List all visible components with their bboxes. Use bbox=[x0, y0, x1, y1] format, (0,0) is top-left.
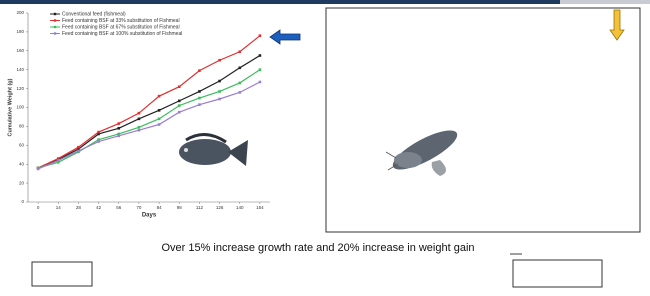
data-point bbox=[259, 34, 262, 37]
data-point bbox=[57, 159, 60, 162]
data-point bbox=[77, 150, 80, 153]
page: {"chart_data": {"type": "line", "x_label… bbox=[0, 0, 650, 296]
data-point bbox=[138, 118, 141, 121]
x-tick-label: 70 bbox=[136, 205, 142, 210]
x-tick-label: 42 bbox=[96, 205, 102, 210]
x-tick-label: 14 bbox=[56, 205, 62, 210]
data-point bbox=[117, 122, 120, 125]
legend-marker bbox=[54, 19, 56, 21]
data-point bbox=[97, 131, 100, 134]
data-point bbox=[138, 112, 141, 115]
y-tick-label: 0 bbox=[21, 199, 24, 204]
y-tick-label: 140 bbox=[16, 67, 24, 72]
x-axis-label: Days bbox=[142, 213, 157, 219]
data-point bbox=[198, 90, 201, 93]
data-point bbox=[238, 91, 241, 94]
data-point bbox=[117, 135, 120, 138]
slide: 0 20 40 60 80 100 120 140 160 180 200 0 14 28 42 56 70 84… bbox=[0, 0, 650, 296]
legend-label: Conventional feed (fishmeal) bbox=[62, 11, 126, 17]
data-point bbox=[97, 140, 100, 143]
tilapia-image bbox=[179, 134, 248, 166]
data-point bbox=[138, 129, 141, 132]
data-point bbox=[158, 95, 161, 98]
data-point bbox=[198, 103, 201, 106]
yellow-arrow bbox=[610, 10, 624, 40]
y-axis-label: Cumulative Weight (g) bbox=[7, 78, 13, 136]
data-point bbox=[198, 69, 201, 72]
y-tick-label: 80 bbox=[19, 124, 25, 129]
legend-label: Feed containing BSF at 67% substitution … bbox=[62, 24, 180, 30]
data-point bbox=[178, 111, 181, 114]
x-tick-label: 112 bbox=[196, 205, 204, 210]
x-tick-label: 84 bbox=[157, 205, 163, 210]
legend-marker bbox=[54, 26, 56, 28]
x-tick-label: 140 bbox=[236, 205, 244, 210]
x-tick-label: 154 bbox=[256, 205, 264, 210]
image-frame bbox=[326, 8, 640, 232]
data-point bbox=[218, 98, 221, 101]
y-tick-label: 160 bbox=[16, 48, 24, 53]
catfish-image bbox=[386, 123, 462, 176]
data-point bbox=[259, 54, 262, 57]
data-point bbox=[259, 68, 262, 71]
legend-label: Feed containing BSF at 100% substitution… bbox=[62, 31, 182, 37]
y-tick-label: 120 bbox=[16, 86, 24, 91]
data-point bbox=[158, 109, 161, 112]
legend-marker bbox=[54, 32, 56, 34]
y-tick-label: 20 bbox=[19, 180, 25, 185]
data-point bbox=[218, 59, 221, 62]
data-point bbox=[218, 90, 221, 93]
x-tick-label: 56 bbox=[116, 205, 122, 210]
data-point bbox=[178, 100, 181, 103]
y-tick-label: 60 bbox=[19, 142, 25, 147]
legend-label: Feed containing BSF at 33% substitution … bbox=[62, 18, 180, 24]
data-point bbox=[117, 127, 120, 130]
data-point bbox=[198, 97, 201, 100]
x-tick-label: 28 bbox=[76, 205, 82, 210]
x-tick-label: 98 bbox=[177, 205, 183, 210]
empty-box bbox=[513, 260, 602, 287]
x-tick-label: 0 bbox=[37, 205, 40, 210]
data-point bbox=[178, 104, 181, 107]
y-tick-label: 200 bbox=[16, 10, 24, 15]
top-bar-end bbox=[560, 0, 650, 4]
x-tick-label: 126 bbox=[216, 205, 224, 210]
caption: Over 15% increase growth rate and 20% in… bbox=[161, 242, 474, 254]
data-point bbox=[259, 81, 262, 84]
data-point bbox=[178, 85, 181, 88]
data-point bbox=[238, 82, 241, 85]
y-tick-label: 180 bbox=[16, 29, 24, 34]
data-point bbox=[138, 126, 141, 129]
data-point bbox=[218, 80, 221, 83]
blue-arrow bbox=[270, 30, 300, 44]
legend-marker bbox=[54, 13, 56, 15]
data-point bbox=[238, 67, 241, 70]
data-point bbox=[158, 118, 161, 121]
data-point bbox=[238, 50, 241, 53]
chart: 0 20 40 60 80 100 120 140 160 180 200 0 14 28 42 56 70 84… bbox=[7, 10, 270, 218]
data-point bbox=[158, 123, 161, 126]
empty-box bbox=[32, 262, 92, 286]
data-point bbox=[77, 146, 80, 149]
top-bar bbox=[0, 0, 560, 4]
y-tick-label: 100 bbox=[16, 105, 24, 110]
data-point bbox=[37, 168, 40, 171]
y-tick-label: 40 bbox=[19, 161, 25, 166]
